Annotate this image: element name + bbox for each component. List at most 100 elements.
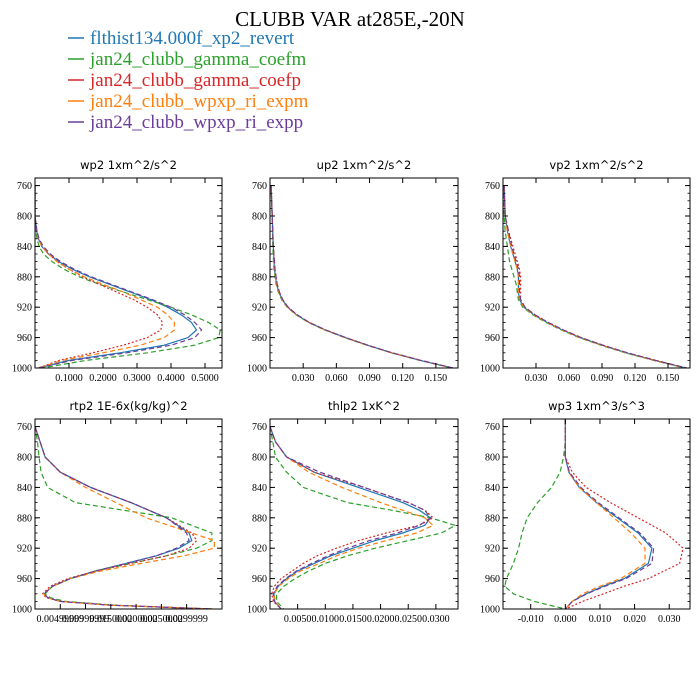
- ytick-label-1-5: 960: [252, 333, 267, 344]
- panel-title-4: thlp2 1xK^2: [328, 399, 400, 413]
- ytick-label-2-6: 1000: [480, 364, 500, 375]
- series-line-2-3: [503, 185, 686, 368]
- legend-label-1: jan24_clubb_gamma_coefm: [89, 49, 307, 70]
- ytick-label-2-4: 920: [485, 303, 500, 314]
- ytick-label-3-6: 1000: [12, 605, 32, 616]
- series-line-4-3: [270, 426, 435, 609]
- ytick-label-1-6: 1000: [247, 364, 267, 375]
- ytick-label-5-3: 880: [485, 513, 500, 524]
- series-line-1-2: [270, 185, 454, 368]
- series-line-2-0: [503, 185, 686, 368]
- ytick-label-0-4: 920: [17, 303, 32, 314]
- xtick-label-2-0: 0.030: [525, 373, 548, 384]
- ytick-label-4-2: 840: [252, 483, 267, 494]
- panel-title-3: rtp2 1E-6x(kg/kg)^2: [69, 399, 187, 413]
- ytick-label-0-6: 1000: [12, 364, 32, 375]
- series-line-0-1: [35, 185, 221, 368]
- ytick-label-2-5: 960: [485, 333, 500, 344]
- ytick-label-1-2: 840: [252, 242, 267, 253]
- panel-frame-3: [34, 418, 223, 610]
- ytick-label-2-1: 800: [485, 212, 500, 223]
- ytick-label-5-2: 840: [485, 483, 500, 494]
- ytick-label-5-0: 760: [485, 422, 500, 433]
- ytick-label-5-4: 920: [485, 544, 500, 555]
- series-line-3-1: [35, 426, 213, 609]
- xtick-label-4-5: 0.0300: [422, 614, 450, 625]
- xtick-label-0-1: 0.2000: [89, 373, 117, 384]
- series-line-0-0: [35, 185, 198, 368]
- panel-0: wp2 1xm^2/s^2 760 800 840 880 920 960 1000 0.100…: [12, 158, 223, 384]
- xtick-label-5-4: 0.030: [658, 614, 681, 625]
- series-line-5-1: [504, 419, 566, 609]
- panel-5: wp3 1xm^3/s^3 760 800 840 880 920 960 1000 -0.01…: [480, 399, 691, 625]
- panel-3: rtp2 1E-6x(kg/kg)^2 760 800 840 880 920 960 100…: [12, 399, 223, 625]
- xtick-label-4-1: 0.0100: [312, 614, 340, 625]
- xtick-label-1-0: 0.030: [292, 373, 315, 384]
- ytick-label-3-4: 920: [17, 544, 32, 555]
- series-line-2-2: [503, 185, 687, 368]
- ytick-label-4-6: 1000: [247, 605, 267, 616]
- ytick-label-4-4: 920: [252, 544, 267, 555]
- xtick-label-2-1: 0.060: [558, 373, 581, 384]
- ytick-label-3-5: 960: [17, 574, 32, 585]
- ytick-label-5-6: 1000: [480, 605, 500, 616]
- ytick-label-5-1: 800: [485, 453, 500, 464]
- panel-title-0: wp2 1xm^2/s^2: [80, 158, 177, 172]
- ytick-label-2-2: 840: [485, 242, 500, 253]
- xtick-label-5-2: 0.010: [589, 614, 612, 625]
- xtick-label-4-2: 0.0150: [339, 614, 367, 625]
- xtick-label-0-4: 0.5000: [191, 373, 219, 384]
- xtick-label-4-0: 0.0050: [284, 614, 312, 625]
- series-line-2-1: [503, 185, 685, 368]
- xtick-label-3-2: 0.0150000: [90, 614, 133, 625]
- xtick-label-5-0: -0.010: [518, 614, 544, 625]
- xtick-label-4-4: 0.0250: [394, 614, 422, 625]
- series-line-1-3: [270, 185, 453, 368]
- panel-frame-4: [269, 418, 459, 610]
- xtick-label-0-0: 0.1000: [55, 373, 83, 384]
- ytick-label-0-3: 880: [17, 272, 32, 283]
- legend-label-3: jan24_clubb_wpxp_ri_expm: [89, 91, 309, 112]
- series-line-5-4: [564, 419, 655, 609]
- xtick-label-3-0: 0.00499999: [37, 614, 85, 625]
- xtick-label-5-3: 0.020: [623, 614, 646, 625]
- xtick-label-5-1: 0.000: [554, 614, 577, 625]
- ytick-label-4-0: 760: [252, 422, 267, 433]
- panel-title-2: vp2 1xm^2/s^2: [549, 158, 643, 172]
- series-line-4-0: [270, 426, 432, 609]
- ytick-label-3-3: 880: [17, 513, 32, 524]
- series-line-5-0: [564, 419, 653, 609]
- xtick-label-2-4: 0.150: [657, 373, 680, 384]
- xtick-label-3-5: 0.0299999: [165, 614, 208, 625]
- series-line-2-4: [503, 185, 687, 368]
- panel-title-5: wp3 1xm^3/s^3: [548, 399, 645, 413]
- xtick-label-2-3: 0.120: [624, 373, 647, 384]
- panel-frame-0: [34, 177, 223, 369]
- legend-label-2: jan24_clubb_gamma_coefp: [89, 70, 301, 91]
- series-line-0-3: [35, 185, 175, 368]
- xtick-label-2-2: 0.090: [591, 373, 614, 384]
- legend-label-4: jan24_clubb_wpxp_ri_expp: [89, 112, 303, 133]
- panel-1: up2 1xm^2/s^2 760 800 840 880 920 960 1000 0.030…: [247, 158, 459, 384]
- series-line-4-2: [270, 426, 435, 609]
- legend: flthist134.000f_xp2_revertjan24_clubb_ga…: [68, 28, 309, 133]
- xtick-label-3-4: 0.0250000: [140, 614, 183, 625]
- ytick-label-2-3: 880: [485, 272, 500, 283]
- series-line-4-4: [270, 426, 432, 609]
- xtick-label-4-3: 0.0200: [367, 614, 395, 625]
- series-line-4-1: [270, 426, 457, 609]
- legend-label-0: flthist134.000f_xp2_revert: [90, 28, 295, 49]
- ytick-label-5-5: 960: [485, 574, 500, 585]
- panel-frame-5: [502, 418, 691, 610]
- panel-frame-1: [269, 177, 459, 369]
- ytick-label-2-0: 760: [485, 181, 500, 192]
- panel-title-1: up2 1xm^2/s^2: [317, 158, 412, 172]
- xtick-label-3-1: 0.00999999: [62, 614, 110, 625]
- xtick-label-0-2: 0.3000: [123, 373, 151, 384]
- ytick-label-1-3: 880: [252, 272, 267, 283]
- panel-frame-2: [502, 177, 691, 369]
- series-line-5-2: [564, 419, 684, 609]
- xtick-label-1-4: 0.150: [425, 373, 448, 384]
- ytick-label-1-1: 800: [252, 212, 267, 223]
